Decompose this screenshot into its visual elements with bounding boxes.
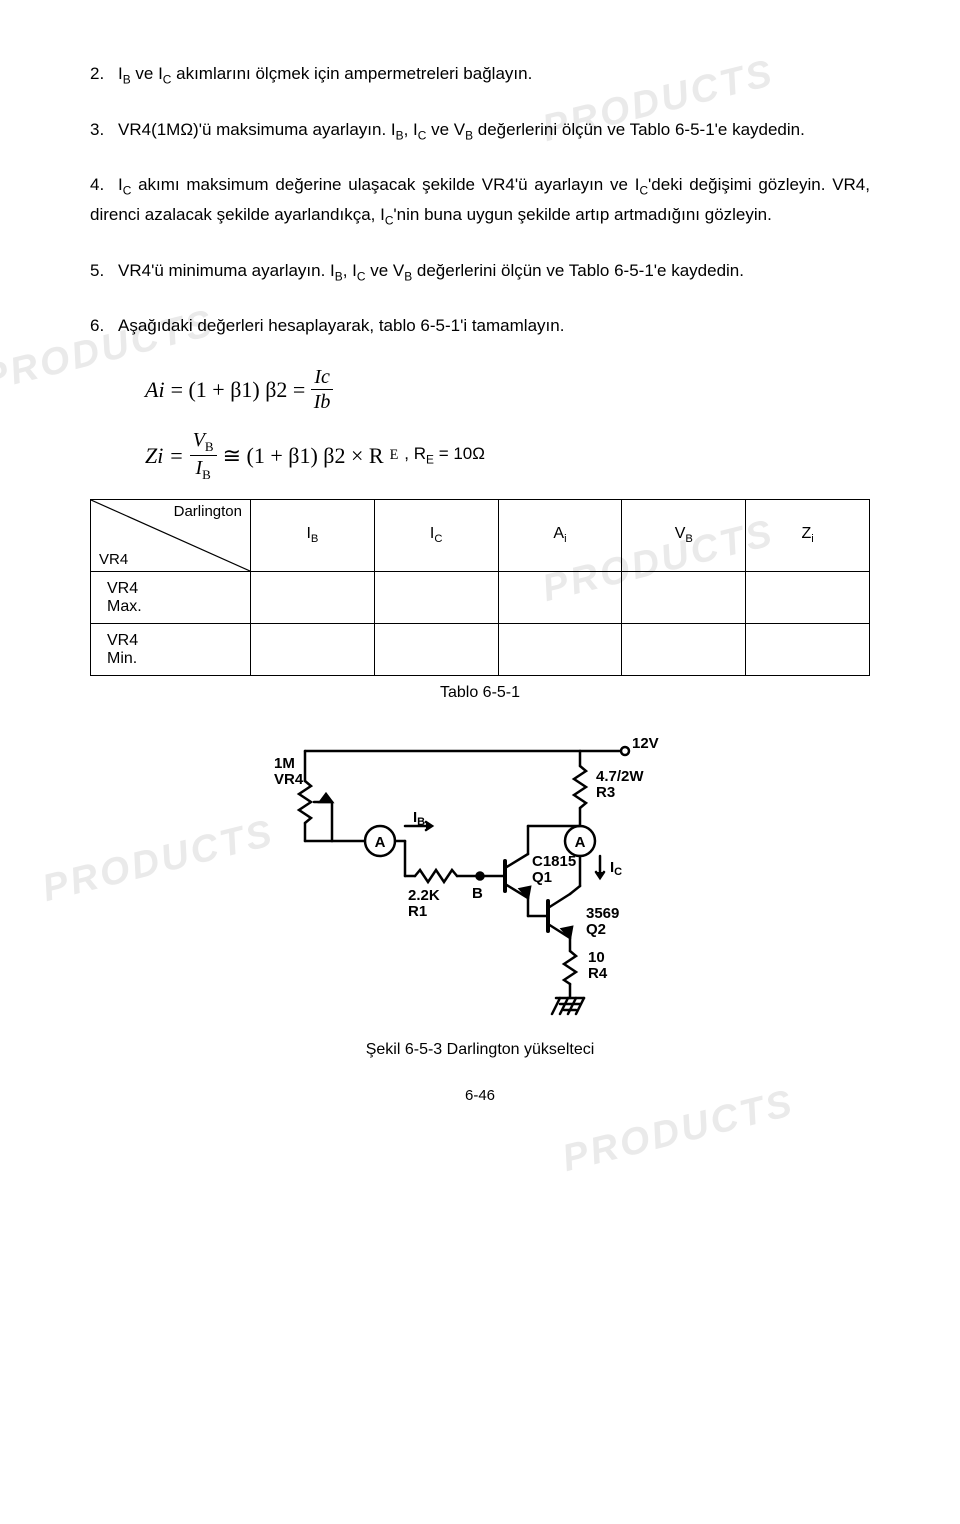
svg-text:A: A	[375, 834, 386, 851]
list-item-4: 4.IC akımı maksimum değerine ulaşacak şe…	[90, 171, 870, 230]
list-item-6: 6.Aşağıdaki değerleri hesaplayarak, tabl…	[90, 312, 870, 341]
table-row: VR4 Max.	[91, 572, 870, 624]
data-table: Darlington VR4 IB IC Ai VB Zi VR4 Max. V…	[90, 499, 870, 676]
column-header: IB	[251, 500, 375, 572]
diag-header-bot: VR4	[99, 551, 128, 568]
fraction: VB IB	[190, 430, 217, 481]
circuit-diagram: A A	[90, 726, 870, 1031]
list-item-5: 5.VR4'ü minimuma ayarlayın. IB, IC ve VB…	[90, 257, 870, 287]
table-cell	[746, 572, 870, 624]
circuit-caption: Şekil 6-5-3 Darlington yükselteci	[90, 1041, 870, 1059]
table-row: VR4 Min.	[91, 624, 870, 676]
table-caption: Tablo 6-5-1	[90, 684, 870, 702]
row-label: VR4 Max.	[91, 572, 251, 624]
circuit-label-r1: 2.2KR1	[408, 887, 440, 920]
circuit-label-q1: C1815Q1	[532, 853, 576, 886]
column-header: IC	[374, 500, 498, 572]
circuit-label-ib: IB	[413, 809, 425, 828]
table-cell	[251, 624, 375, 676]
diagonal-header-cell: Darlington VR4	[91, 500, 251, 572]
table-cell	[622, 572, 746, 624]
table-header-row: Darlington VR4 IB IC Ai VB Zi	[91, 500, 870, 572]
item-number: 5.	[90, 257, 118, 286]
diag-header-top: Darlington	[174, 503, 242, 520]
list-item-3: 3.VR4(1MΩ)'ü maksimuma ayarlayın. IB, IC…	[90, 116, 870, 146]
column-header: VB	[622, 500, 746, 572]
item-number: 3.	[90, 116, 118, 145]
formula-zi: Zi = VB IB ≅ (1 + β1) β2 × RE , RE = 10Ω	[145, 430, 870, 481]
table-cell	[746, 624, 870, 676]
column-header: Ai	[498, 500, 622, 572]
formula-ai: Ai = (1 + β1) β2 = Ic Ib	[145, 367, 870, 412]
table-cell	[498, 624, 622, 676]
list-item-2: 2.IB ve IC akımlarını ölçmek için amperm…	[90, 60, 870, 90]
circuit-svg: A A	[270, 726, 690, 1026]
table-cell	[622, 624, 746, 676]
item-number: 4.	[90, 171, 118, 200]
circuit-label-r3: 4.7/2WR3	[596, 768, 644, 801]
item-number: 2.	[90, 60, 118, 89]
table-cell	[374, 624, 498, 676]
circuit-label-q2: 3569Q2	[586, 905, 619, 938]
row-label: VR4 Min.	[91, 624, 251, 676]
circuit-label-ic: IC	[610, 859, 622, 878]
svg-text:A: A	[575, 834, 586, 851]
table-cell	[498, 572, 622, 624]
item-number: 6.	[90, 312, 118, 341]
circuit-label-vr4: 1MVR4	[274, 755, 304, 788]
fraction: Ic Ib	[311, 367, 333, 412]
column-header: Zi	[746, 500, 870, 572]
circuit-label-12v: 12V	[632, 735, 659, 752]
page-number: 6-46	[90, 1087, 870, 1104]
table-cell	[374, 572, 498, 624]
circuit-label-b: B	[472, 885, 483, 902]
table-cell	[251, 572, 375, 624]
circuit-label-r4: 10R4	[588, 949, 608, 982]
